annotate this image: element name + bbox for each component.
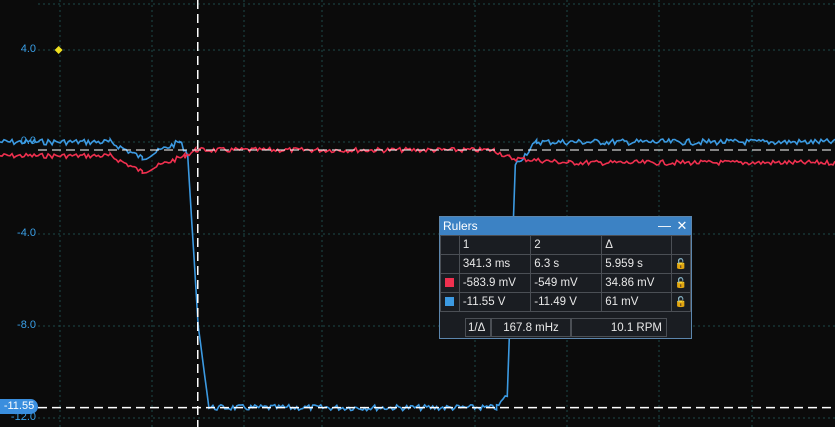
lock-icon[interactable]: 🔓	[670, 273, 691, 293]
minimize-icon[interactable]: —	[658, 218, 671, 233]
rulers-panel[interactable]: Rulers — ✕ 1 2 Δ 341.3 ms 6.3 s 5.959 s …	[439, 216, 692, 339]
blue-ruler-2: -11.49 V	[530, 292, 603, 312]
red-channel-trace	[0, 145, 835, 175]
swatch-cell-empty	[440, 254, 460, 274]
red-delta: 34.86 mV	[601, 273, 672, 293]
plot-traces	[0, 136, 835, 413]
blue-ruler-1: -11.55 V	[458, 292, 532, 312]
y-axis-tick-label: -4.0	[17, 227, 36, 239]
rpm-value: 10.1 RPM	[571, 318, 667, 337]
blue-channel-trace	[0, 136, 835, 413]
rulers-time-row: 341.3 ms 6.3 s 5.959 s 🔓	[440, 254, 691, 274]
red-ruler-1: -583.9 mV	[458, 273, 532, 293]
close-icon[interactable]: ✕	[676, 218, 688, 233]
rulers-blue-row: -11.55 V -11.49 V 61 mV 🔓	[440, 292, 691, 312]
time-delta: 5.959 s	[601, 254, 672, 274]
time-ruler-2: 6.3 s	[530, 254, 603, 274]
lock-icon[interactable]: 🔓	[670, 254, 691, 274]
horizontal-ruler-badge[interactable]: -11.55	[0, 399, 38, 414]
y-axis-tick-label: -12.0	[10, 411, 36, 423]
y-axis-tick-label: -8.0	[17, 319, 36, 331]
swatch-cell-empty	[440, 235, 460, 255]
header-delta: Δ	[601, 235, 672, 255]
blue-channel-swatch	[440, 292, 460, 312]
rulers-frequency-row: 1/Δ 167.8 mHz 10.1 RPM	[440, 317, 691, 338]
rulers-table: 1 2 Δ 341.3 ms 6.3 s 5.959 s 🔓 -583.9 mV…	[440, 235, 691, 312]
y-axis-tick-label: 4.0	[20, 43, 36, 55]
plot-rulers	[38, 0, 835, 427]
rulers-red-row: -583.9 mV -549 mV 34.86 mV 🔓	[440, 273, 691, 293]
y-axis-tick-label: 0.0	[20, 135, 36, 147]
red-ruler-2: -549 mV	[530, 273, 603, 293]
time-ruler-1: 341.3 ms	[458, 254, 532, 274]
rulers-titlebar[interactable]: Rulers — ✕	[440, 217, 691, 235]
header-ruler-1: 1	[458, 235, 532, 255]
header-ruler-2: 2	[530, 235, 603, 255]
blue-delta: 61 mV	[601, 292, 672, 312]
rulers-title: Rulers	[443, 219, 478, 233]
inverse-delta-label: 1/Δ	[465, 318, 491, 337]
red-channel-swatch	[440, 273, 460, 293]
frequency-value: 167.8 mHz	[491, 318, 571, 337]
yellow-diamond-marker[interactable]	[54, 46, 63, 54]
lock-cell-empty	[670, 235, 691, 255]
rulers-header-row: 1 2 Δ	[440, 235, 691, 255]
plot-grid	[38, 0, 835, 427]
lock-icon[interactable]: 🔓	[670, 292, 691, 312]
